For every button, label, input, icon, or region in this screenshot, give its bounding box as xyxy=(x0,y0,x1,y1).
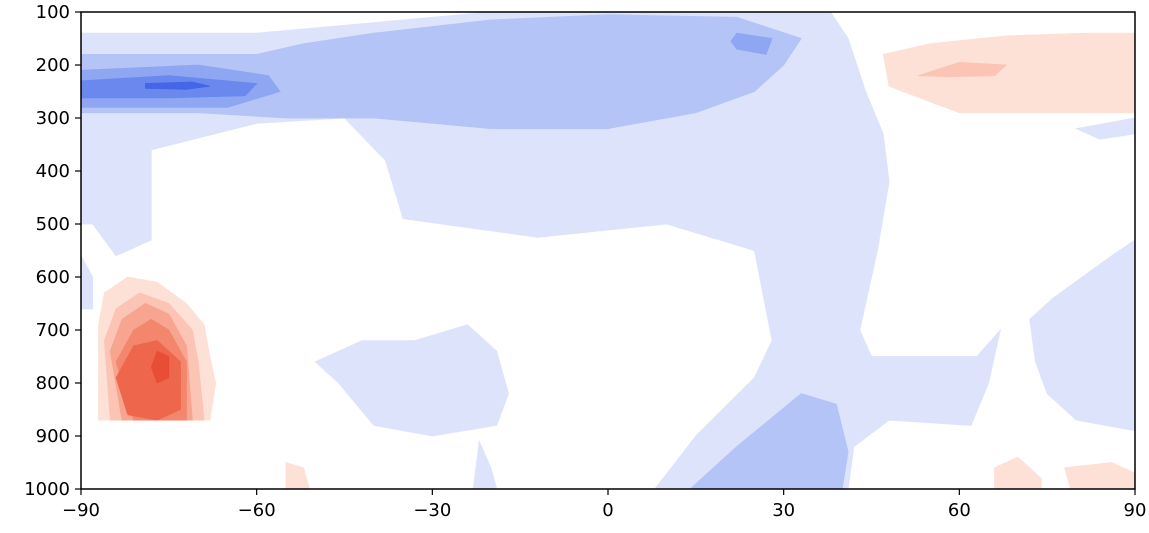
x-tick-label: 90 xyxy=(1124,500,1147,521)
contour-region-pos_1-15 xyxy=(994,456,1042,489)
contour-region-neg_1-0 xyxy=(81,12,1002,489)
y-tick-label: 700 xyxy=(36,320,70,341)
contour-region-neg_1-4 xyxy=(1029,239,1135,432)
y-axis: 100 200 300 400 500 600 700 800 900 1000 xyxy=(24,2,81,500)
contour-fill-layer xyxy=(81,12,1135,489)
x-axis: −90 −60 −30 0 30 60 90 xyxy=(62,489,1146,521)
contour-region-pos_1-14 xyxy=(285,461,310,489)
y-tick-label: 200 xyxy=(36,55,70,76)
y-tick-label: 500 xyxy=(36,214,70,235)
contour-region-neg_1-3 xyxy=(472,439,498,489)
y-tick-label: 300 xyxy=(36,108,70,129)
y-tick-label: 800 xyxy=(36,373,70,394)
contour-region-pos_6-22 xyxy=(150,350,170,384)
contour-region-neg_1-1 xyxy=(81,255,94,310)
y-tick-label: 400 xyxy=(36,161,70,182)
x-tick-label: 0 xyxy=(602,500,613,521)
contour-region-neg_2-7 xyxy=(689,393,849,489)
contour-region-neg_1-2 xyxy=(314,324,509,437)
x-tick-label: 60 xyxy=(948,500,971,521)
y-tick-label: 100 xyxy=(36,2,70,23)
x-tick-label: −30 xyxy=(413,500,451,521)
contour-region-neg_3-9 xyxy=(730,32,773,55)
y-tick-label: 1000 xyxy=(24,479,70,500)
x-tick-label: −60 xyxy=(238,500,276,521)
contour-region-neg_1-5 xyxy=(1075,117,1135,140)
y-tick-label: 900 xyxy=(36,426,70,447)
contour-region-pos_1-12 xyxy=(882,32,1135,114)
x-tick-label: −90 xyxy=(62,500,100,521)
contour-region-neg_2-6 xyxy=(81,14,802,130)
contour-region-neg_5-11 xyxy=(144,81,210,90)
x-tick-label: 30 xyxy=(772,500,795,521)
contour-region-pos_2-17 xyxy=(918,61,1008,78)
y-tick-label: 600 xyxy=(36,267,70,288)
contour-region-pos_1-16 xyxy=(1064,462,1135,489)
